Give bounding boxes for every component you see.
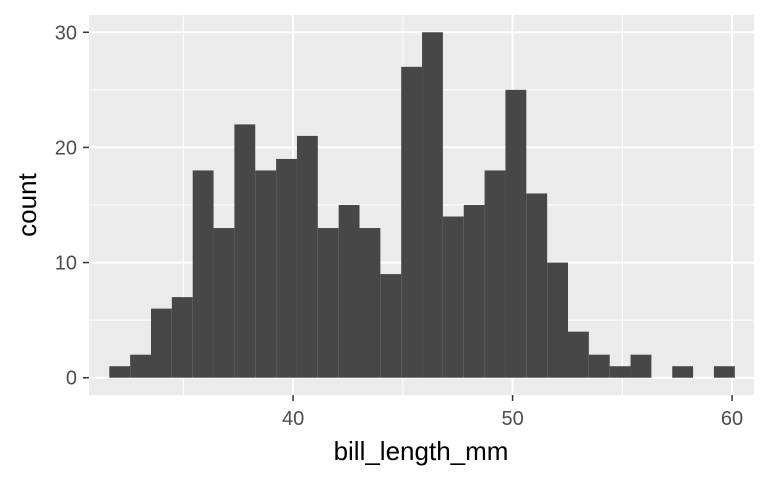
histogram-bar [130, 354, 152, 378]
histogram-bar [547, 262, 568, 378]
histogram-bar [276, 158, 297, 378]
histogram-bar [359, 228, 381, 378]
histogram-bar [255, 170, 277, 378]
x-tick-label: 60 [721, 408, 743, 430]
histogram-bar [234, 124, 256, 378]
histogram-bar [401, 66, 423, 378]
histogram-bar [505, 89, 527, 378]
y-tick-label: 0 [66, 368, 77, 390]
histogram-bar [151, 308, 172, 378]
x-axis-title: bill_length_mm [334, 436, 509, 466]
histogram-bar [380, 274, 402, 378]
histogram-bar [463, 205, 485, 378]
histogram-bar [109, 366, 131, 378]
y-axis-title: count [12, 172, 42, 236]
histogram-bar [713, 366, 735, 378]
y-tick-label: 10 [55, 253, 77, 275]
histogram-bar [526, 193, 548, 378]
histogram-bar [672, 366, 694, 378]
histogram-bars [109, 32, 735, 378]
histogram-bar [588, 354, 610, 378]
histogram-bar [317, 228, 339, 378]
histogram-bar [338, 205, 360, 378]
histogram-bar [630, 354, 652, 378]
histogram-bar [296, 135, 318, 378]
histogram-bar [484, 170, 506, 378]
y-tick-label: 20 [55, 137, 77, 159]
x-axis: 40 50 60 [282, 395, 743, 430]
histogram-bar [422, 32, 443, 378]
histogram-bar [567, 331, 589, 378]
x-tick-label: 50 [501, 408, 523, 430]
x-tick-label: 40 [282, 408, 304, 430]
y-tick-label: 30 [55, 22, 77, 44]
histogram-bar [171, 297, 193, 378]
histogram-bar [442, 216, 464, 378]
histogram-bar [213, 228, 235, 378]
histogram-bar [192, 170, 214, 378]
y-axis: 0 10 20 30 [55, 22, 89, 390]
histogram-bar [609, 366, 631, 378]
